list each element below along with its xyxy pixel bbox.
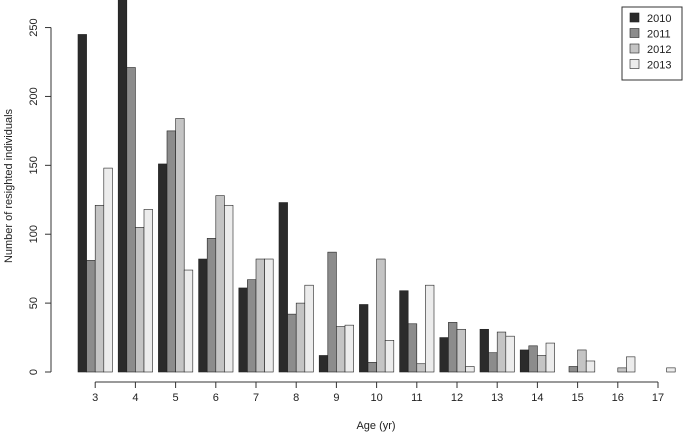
legend-swatch (629, 12, 640, 23)
bar-2010-age-5 (158, 163, 168, 373)
bar-2012-age-10 (376, 258, 386, 373)
bar-2010-age-11 (399, 290, 409, 373)
bar-2013-age-4 (143, 209, 153, 373)
y-tick-label: 150 (28, 156, 40, 174)
bar-2011-age-4 (126, 67, 136, 373)
y-axis-title: Number of resighted individuals (3, 108, 15, 263)
bar-2010-age-12 (439, 337, 449, 373)
bar-2013-age-16 (626, 356, 636, 373)
x-axis-title: Age (yr) (356, 420, 395, 432)
bar-2011-age-7 (247, 279, 257, 373)
x-tick-label: 13 (491, 392, 503, 404)
bar-2013-age-6 (224, 204, 234, 373)
bar-2012-age-15 (577, 349, 587, 373)
bar-2012-age-7 (255, 258, 265, 373)
bar-2012-age-5 (175, 118, 185, 373)
bar-2013-age-11 (425, 284, 435, 373)
legend-swatch (629, 28, 640, 38)
bar-2011-age-3 (86, 260, 96, 373)
bar-2012-age-13 (496, 331, 507, 373)
x-tick-label: 7 (253, 392, 259, 404)
bar-2013-age-13 (505, 335, 515, 373)
x-tick-label: 9 (333, 392, 339, 404)
x-axis: 3 4 5 6 7 8 9 10 11 12 13 14 15 16 17 (92, 381, 664, 404)
bar-2010-age-6 (198, 258, 208, 373)
x-tick-label: 3 (92, 392, 98, 404)
bar-2011-age-8 (287, 313, 297, 373)
legend-label: 2013 (647, 60, 671, 72)
bar-2013-age-17 (666, 367, 676, 373)
bar-2010-age-14 (519, 349, 530, 373)
x-tick-label: 15 (571, 392, 583, 404)
bar-2010-age-10 (359, 304, 369, 373)
bar-2011-age-10 (367, 362, 377, 373)
bar-2011-age-15 (568, 366, 578, 373)
legend-label: 2012 (647, 44, 671, 56)
bar-2012-age-3 (94, 204, 105, 373)
bar-2011-age-5 (166, 130, 176, 373)
bar-2012-age-14 (537, 355, 547, 373)
bar-2010-age-4 (117, 0, 128, 373)
x-tick-label: 5 (173, 392, 179, 404)
bar-2012-age-6 (215, 195, 225, 373)
legend-swatch (629, 43, 640, 54)
bar-2012-age-12 (456, 328, 466, 373)
y-tick-label: 200 (28, 87, 40, 105)
bar-2013-age-8 (304, 284, 314, 373)
bar-2013-age-3 (103, 167, 113, 373)
x-tick-label: 10 (370, 392, 382, 404)
y-tick-label: 50 (28, 297, 40, 309)
y-tick-label: 250 (28, 18, 40, 36)
bar-2012-age-4 (135, 227, 145, 373)
bar-2011-age-14 (528, 345, 538, 373)
x-tick-label: 12 (451, 392, 463, 404)
bar-2013-age-5 (183, 269, 194, 373)
bar-2010-age-8 (278, 202, 288, 373)
bar-2012-age-11 (416, 363, 426, 373)
bar-2011-age-12 (448, 322, 458, 373)
x-tick-label: 14 (531, 392, 543, 404)
bar-2011-age-9 (327, 251, 337, 373)
bar-2013-age-12 (465, 366, 475, 373)
bar-2012-age-8 (295, 302, 306, 373)
bar-2013-age-9 (344, 324, 354, 373)
bar-2013-age-7 (264, 258, 274, 373)
x-tick-label: 11 (411, 392, 422, 404)
legend-label: 2010 (647, 13, 671, 25)
bar-2013-age-15 (585, 360, 596, 373)
x-tick-label: 8 (293, 392, 299, 404)
bar-2010-age-7 (238, 287, 248, 373)
legend: 2010 2011 2012 2013 (621, 6, 683, 81)
legend-label: 2011 (647, 29, 671, 41)
bar-2013-age-14 (545, 342, 555, 373)
bars-group (77, 0, 676, 373)
x-tick-label: 16 (612, 392, 624, 404)
bar-2012-age-16 (617, 367, 627, 373)
bar-2011-age-11 (407, 323, 418, 373)
y-tick-label: 100 (28, 225, 40, 243)
legend-swatch (629, 59, 640, 69)
bar-2013-age-10 (384, 340, 395, 373)
y-tick-label: 0 (28, 369, 40, 375)
bar-2010-age-9 (318, 355, 329, 373)
bar-2011-age-13 (488, 352, 498, 373)
bar-2011-age-6 (206, 238, 217, 373)
bar-2010-age-3 (77, 34, 87, 373)
bar-2010-age-13 (479, 328, 489, 373)
bar-2012-age-9 (336, 326, 346, 373)
x-tick-label: 17 (652, 392, 664, 404)
x-tick-label: 4 (132, 392, 138, 404)
x-tick-label: 6 (213, 392, 219, 404)
y-axis: 0 50 100 150 200 250 (28, 18, 52, 375)
